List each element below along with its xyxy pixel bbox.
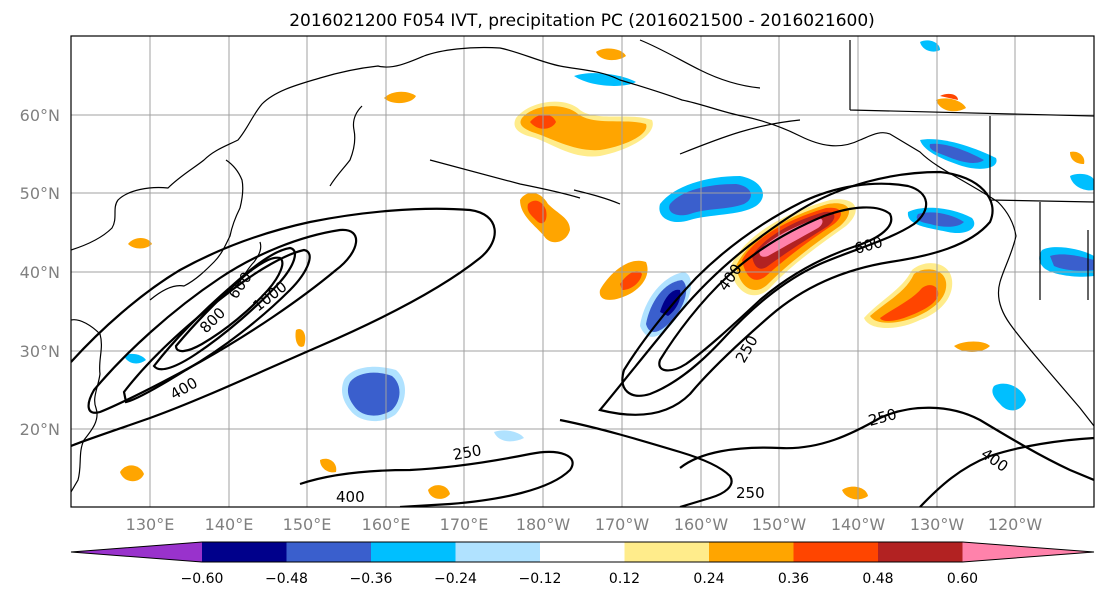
longitude-labels: 130°E 140°E 150°E 160°E 170°E 180°W 170°… bbox=[126, 515, 1043, 534]
colorbar-segment bbox=[962, 542, 1094, 562]
precip-positive-region bbox=[936, 98, 966, 112]
precip-negative-region bbox=[929, 143, 984, 163]
colorbar-tick-label: −0.60 bbox=[181, 571, 224, 587]
colorbar-tick-label: 0.12 bbox=[609, 571, 640, 587]
map-frame bbox=[70, 35, 1095, 508]
precip-negative-region bbox=[992, 383, 1026, 411]
lon-label: 140°W bbox=[831, 515, 886, 534]
precip-positive-region bbox=[759, 218, 823, 257]
precip-positive-region bbox=[870, 269, 947, 323]
lon-label: 160°W bbox=[674, 515, 729, 534]
precip-negative-region bbox=[669, 184, 751, 216]
colorbar-tick-label: 0.24 bbox=[693, 571, 724, 587]
lat-label: 20°N bbox=[20, 420, 60, 439]
precip-positive-region bbox=[120, 465, 144, 482]
colorbar-tick-label: −0.48 bbox=[265, 571, 308, 587]
colorbar-segment bbox=[540, 542, 625, 562]
lon-label: 140°E bbox=[205, 515, 254, 534]
precip-positive-region bbox=[596, 48, 626, 61]
latitude-labels: 60°N 50°N 40°N 30°N 20°N bbox=[20, 106, 60, 439]
precip-negative-region bbox=[916, 212, 964, 227]
precip-positive-region bbox=[527, 200, 547, 224]
lon-label: 180°W bbox=[516, 515, 571, 534]
lon-label: 170°E bbox=[440, 515, 489, 534]
precip-positive-region bbox=[940, 93, 958, 100]
precip-negative-region bbox=[124, 353, 146, 364]
colorbar-tick-label: 0.60 bbox=[947, 571, 978, 587]
precip-positive-region bbox=[428, 485, 450, 499]
colorbar-segment bbox=[793, 542, 878, 562]
precip-positive-region bbox=[954, 341, 990, 352]
lon-label: 120°W bbox=[988, 515, 1043, 534]
lon-label: 150°E bbox=[283, 515, 332, 534]
precip-negative-region bbox=[1050, 254, 1094, 271]
precip-negative-region bbox=[920, 40, 940, 52]
colorbar-tick-label: −0.24 bbox=[434, 571, 477, 587]
precip-positive-region bbox=[384, 91, 416, 104]
lat-label: 60°N bbox=[20, 106, 60, 125]
precip-positive-region bbox=[842, 486, 868, 500]
contour-label: 250 bbox=[736, 484, 765, 502]
map-panel: 1000 800 600 400 250 400 600 250 250 250… bbox=[70, 35, 1095, 508]
lon-label: 130°E bbox=[126, 515, 175, 534]
precip-positive-region bbox=[320, 458, 337, 473]
colorbar-tick-label: 0.36 bbox=[778, 571, 809, 587]
colorbar-tick-label: −0.36 bbox=[350, 571, 393, 587]
lat-label: 40°N bbox=[20, 263, 60, 282]
colorbar-segment bbox=[709, 542, 794, 562]
precip-negative-region bbox=[660, 289, 681, 316]
precip-positive-region bbox=[295, 328, 306, 347]
precip-positive-region bbox=[880, 285, 939, 321]
colorbar-segment bbox=[371, 542, 456, 562]
precip-negative-region bbox=[347, 372, 400, 416]
contour-label: 400 bbox=[336, 488, 365, 506]
precip-negative-region bbox=[574, 73, 636, 86]
colorbar-segment bbox=[624, 542, 709, 562]
lon-label: 160°E bbox=[362, 515, 411, 534]
precip-positive-region bbox=[128, 238, 152, 249]
colorbar: −0.60 −0.48 −0.36 −0.24 −0.12 0.12 0.24 … bbox=[70, 541, 1095, 587]
colorbar-segment bbox=[878, 542, 963, 562]
lon-label: 170°W bbox=[595, 515, 650, 534]
colorbar-outline bbox=[70, 541, 1095, 563]
figure-title: 2016021200 F054 IVT, precipitation PC (2… bbox=[289, 11, 875, 31]
colorbar-segment bbox=[286, 542, 371, 562]
precip-shading bbox=[120, 40, 1094, 500]
lat-label: 50°N bbox=[20, 184, 60, 203]
colorbar-segment bbox=[455, 542, 540, 562]
colorbar-tick-label: −0.12 bbox=[519, 571, 562, 587]
lat-label: 30°N bbox=[20, 342, 60, 361]
colorbar-segment bbox=[71, 542, 202, 562]
precip-negative-region bbox=[494, 430, 524, 442]
lon-label: 130°W bbox=[910, 515, 965, 534]
colorbar-tick-label: 0.48 bbox=[862, 571, 893, 587]
precip-positive-region bbox=[1070, 151, 1085, 164]
lon-label: 150°W bbox=[752, 515, 807, 534]
colorbar-segment bbox=[202, 542, 287, 562]
precip-negative-region bbox=[1070, 173, 1094, 191]
contour-label: 250 bbox=[452, 441, 483, 464]
ivt-contours bbox=[71, 170, 1094, 507]
precip-positive-region bbox=[620, 271, 642, 290]
